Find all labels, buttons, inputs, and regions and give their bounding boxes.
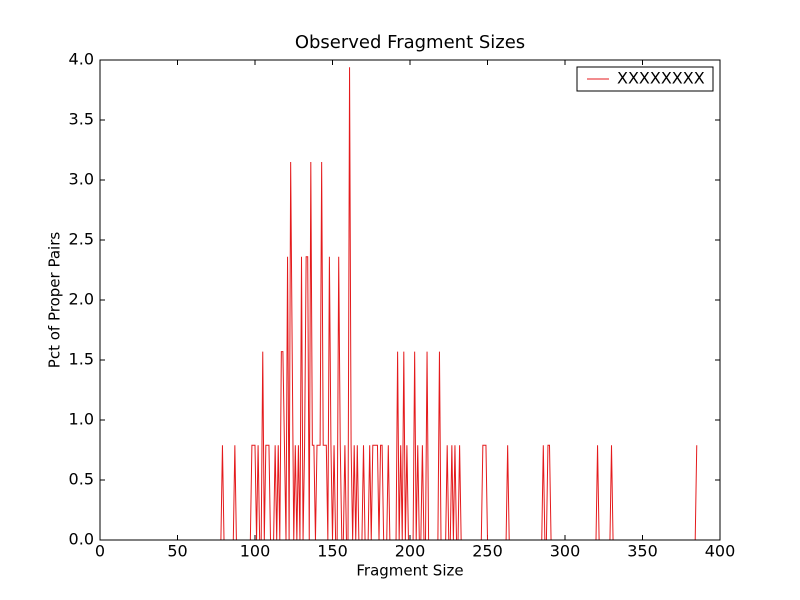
y-axis-label: Pct of Proper Pairs	[46, 232, 64, 369]
y-tick-label: 1.0	[69, 410, 94, 429]
x-tick-label: 300	[550, 542, 581, 561]
x-axis-label: Fragment Size	[356, 562, 463, 580]
y-tick-label: 0.0	[69, 530, 94, 549]
x-tick-label: 100	[240, 542, 271, 561]
x-tick-label: 150	[317, 542, 348, 561]
y-tick-label: 3.5	[69, 110, 94, 129]
x-tick-label: 250	[472, 542, 503, 561]
y-tick-label: 0.5	[69, 470, 94, 489]
x-tick-label: 0	[95, 542, 105, 561]
y-tick-label: 4.0	[69, 50, 94, 69]
x-tick-label: 50	[167, 542, 187, 561]
y-tick-label: 2.0	[69, 290, 94, 309]
x-tick-label: 400	[705, 542, 736, 561]
legend-label: XXXXXXXX	[617, 69, 705, 88]
y-tick-label: 2.5	[69, 230, 94, 249]
x-tick-label: 200	[395, 542, 426, 561]
y-tick-label: 1.5	[69, 350, 94, 369]
plot-frame	[99, 59, 721, 541]
chart-title: Observed Fragment Sizes	[295, 32, 525, 53]
x-tick-label: 350	[627, 542, 658, 561]
y-tick-label: 3.0	[69, 170, 94, 189]
